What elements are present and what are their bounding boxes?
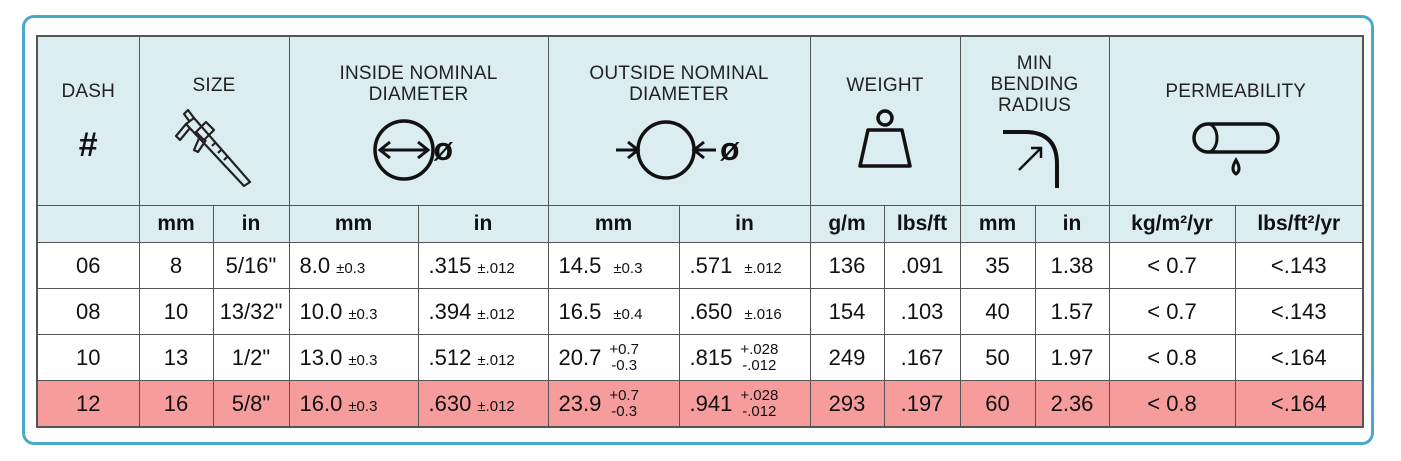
size-label: SIZE xyxy=(192,75,236,96)
permeability-label: PERMEABILITY xyxy=(1165,81,1307,102)
cell-perm-lbs: <.164 xyxy=(1234,334,1364,381)
cell-size-mm: 16 xyxy=(138,380,214,428)
cell-weight-gm: 249 xyxy=(809,334,885,381)
unit-header: in xyxy=(1034,205,1110,243)
cell-weight-lbs: .197 xyxy=(883,380,961,428)
cell-od-mm: 20.7 +0.7 -0.3 xyxy=(547,334,680,381)
col-header-weight: WEIGHT xyxy=(809,35,961,206)
cell-id-in: .512 ±.012 xyxy=(417,334,549,381)
col-header-dash: DASH # xyxy=(36,35,140,206)
cell-id-mm: 10.0 ±0.3 xyxy=(288,288,419,335)
cell-size-mm: 8 xyxy=(138,242,214,289)
phi-symbol: ø xyxy=(433,131,454,167)
unit-header: g/m xyxy=(809,205,885,243)
cell-perm-lbs: <.164 xyxy=(1234,380,1364,428)
cell-od-mm: 23.9 +0.7 -0.3 xyxy=(547,380,680,428)
cell-id-mm: 16.0 ±0.3 xyxy=(288,380,419,428)
unit-header: mm xyxy=(547,205,680,243)
dash-label: DASH xyxy=(61,81,116,102)
cell-id-mm: 13.0 ±0.3 xyxy=(288,334,419,381)
cell-dash: 08 xyxy=(36,288,140,335)
unit-header: lbs/ft²/yr xyxy=(1234,205,1364,243)
table-row-highlighted: 12 16 5/8" 16.0 ±0.3 .630 ±.012 23.9 +0.7 -0… xyxy=(36,380,1364,428)
unit-header: mm xyxy=(138,205,214,243)
cell-bend-in: 1.57 xyxy=(1034,288,1110,335)
dash-hash: # xyxy=(78,126,98,164)
cell-bend-mm: 35 xyxy=(959,242,1036,289)
cell-od-in: .941 +.028 -.012 xyxy=(678,380,811,428)
cell-od-mm: 14.5 ±0.3 xyxy=(547,242,680,289)
cell-bend-mm: 40 xyxy=(959,288,1036,335)
unit-header: mm xyxy=(959,205,1036,243)
outside-diameter-icon: ø xyxy=(604,115,754,190)
bend-label-1: MIN xyxy=(1016,53,1053,74)
cell-dash: 10 xyxy=(36,334,140,381)
inside-diameter-icon: ø xyxy=(364,115,474,190)
weight-label: WEIGHT xyxy=(846,75,924,96)
cell-perm-kg: < 0.8 xyxy=(1108,334,1236,381)
cell-bend-in: 1.38 xyxy=(1034,242,1110,289)
hose-spec-table: DASH # SIZE xyxy=(36,35,1365,428)
unit-header: lbs/ft xyxy=(883,205,961,243)
cell-bend-in: 2.36 xyxy=(1034,380,1110,428)
cell-id-in: .630 ±.012 xyxy=(417,380,549,428)
unit-header: mm xyxy=(288,205,419,243)
caliper-icon xyxy=(164,106,264,201)
cell-perm-lbs: <.143 xyxy=(1234,242,1364,289)
cell-perm-kg: < 0.7 xyxy=(1108,242,1236,289)
inside-label-1: INSIDE NOMINAL xyxy=(339,63,498,84)
cell-dash: 12 xyxy=(36,380,140,428)
cell-size-in: 5/16" xyxy=(212,242,290,289)
cell-weight-gm: 154 xyxy=(809,288,885,335)
col-header-outside-diameter: OUTSIDE NOMINAL DIAMETER ø xyxy=(547,35,811,206)
unit-header: in xyxy=(212,205,290,243)
col-header-inside-diameter: INSIDE NOMINAL DIAMETER ø xyxy=(288,35,549,206)
cell-dash: 06 xyxy=(36,242,140,289)
bend-label-3: RADIUS xyxy=(998,95,1072,116)
bend-radius-icon xyxy=(995,122,1075,197)
cell-id-mm: 8.0 ±0.3 xyxy=(288,242,419,289)
col-header-size: SIZE xyxy=(138,35,290,206)
cell-id-in: .315 ±.012 xyxy=(417,242,549,289)
inside-label-2: DIAMETER xyxy=(368,84,469,105)
outside-label-1: OUTSIDE NOMINAL xyxy=(589,63,769,84)
cell-perm-kg: < 0.8 xyxy=(1108,380,1236,428)
col-header-permeability: PERMEABILITY xyxy=(1108,35,1364,206)
col-header-bending-radius: MIN BENDING RADIUS xyxy=(959,35,1110,206)
cell-size-in: 1/2" xyxy=(212,334,290,381)
cell-bend-mm: 60 xyxy=(959,380,1036,428)
cell-od-in: .815 +.028 -.012 xyxy=(678,334,811,381)
cell-weight-gm: 136 xyxy=(809,242,885,289)
cell-weight-lbs: .103 xyxy=(883,288,961,335)
bend-label-2: BENDING xyxy=(990,74,1079,95)
cell-id-in: .394 ±.012 xyxy=(417,288,549,335)
cell-size-in: 5/8" xyxy=(212,380,290,428)
table-row: 10 13 1/2" 13.0 ±0.3 .512 ±.012 20.7 +0.7 -0… xyxy=(36,334,1364,381)
cell-size-mm: 13 xyxy=(138,334,214,381)
cell-od-mm: 16.5 ±0.4 xyxy=(547,288,680,335)
cell-od-in: .571 ±.012 xyxy=(678,242,811,289)
cell-perm-kg: < 0.7 xyxy=(1108,288,1236,335)
permeability-icon xyxy=(1186,116,1286,191)
cell-weight-lbs: .167 xyxy=(883,334,961,381)
unit-spacer xyxy=(36,205,140,243)
cell-size-in: 13/32" xyxy=(212,288,290,335)
table-row: 08 10 13/32" 10.0 ±0.3 .394 ±.012 16.5 ±0.4… xyxy=(36,288,1364,335)
table-row: 06 8 5/16" 8.0 ±0.3 .315 ±.012 14.5 ±0.3 .5… xyxy=(36,242,1364,289)
unit-header: in xyxy=(678,205,811,243)
cell-od-in: .650 ±.016 xyxy=(678,288,811,335)
phi-symbol: ø xyxy=(720,131,740,167)
cell-bend-in: 1.97 xyxy=(1034,334,1110,381)
cell-weight-lbs: .091 xyxy=(883,242,961,289)
cell-size-mm: 10 xyxy=(138,288,214,335)
weight-icon xyxy=(850,106,920,181)
cell-weight-gm: 293 xyxy=(809,380,885,428)
unit-header: kg/m²/yr xyxy=(1108,205,1236,243)
cell-bend-mm: 50 xyxy=(959,334,1036,381)
unit-header: in xyxy=(417,205,549,243)
outside-label-2: DIAMETER xyxy=(629,84,729,105)
cell-perm-lbs: <.143 xyxy=(1234,288,1364,335)
